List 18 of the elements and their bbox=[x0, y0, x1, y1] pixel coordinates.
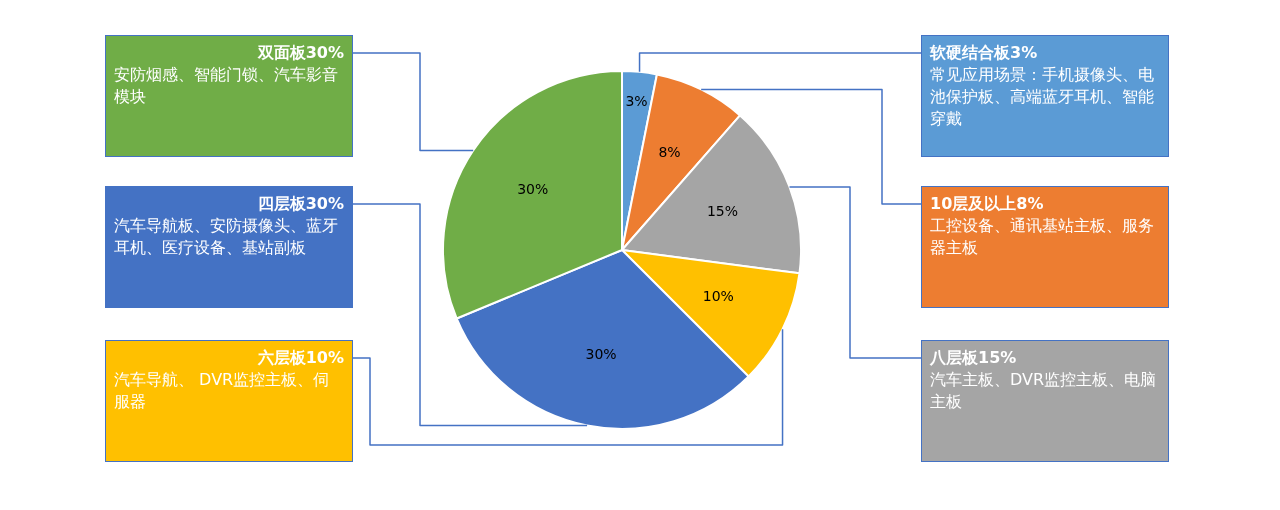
slice-label: 10层及以上8% bbox=[930, 193, 1160, 215]
text: 汽车导航、 DVR监控主板、伺服器 bbox=[114, 370, 330, 411]
data-label: 30% bbox=[517, 180, 549, 197]
data-label: 3% bbox=[625, 92, 648, 109]
text: 汽车导航板、安防摄像头、蓝牙耳机、医疗设备、基站副板 bbox=[114, 216, 338, 257]
data-label: 10% bbox=[702, 288, 734, 305]
text: 安防烟感、智能门锁、汽车影音模块 bbox=[114, 65, 338, 106]
slice-label: 八层板15% bbox=[930, 347, 1160, 369]
text: 汽车主板、DVR监控主板、电脑主板 bbox=[930, 370, 1157, 411]
text: 工控设备、通讯基站主板、服务器主板 bbox=[930, 216, 1154, 257]
slice-label: 六层板10% bbox=[114, 347, 344, 369]
data-label: 8% bbox=[658, 144, 681, 161]
data-label: 15% bbox=[706, 202, 739, 219]
text: 常见应用场景：手机摄像头、电池保护板、高端蓝牙耳机、智能穿戴 bbox=[930, 65, 1154, 128]
slice-label: 四层板30% bbox=[114, 193, 344, 215]
slice-label: 双面板30% bbox=[114, 42, 344, 64]
slice-label: 软硬结合板3% bbox=[930, 42, 1160, 64]
data-label: 30% bbox=[585, 345, 617, 362]
